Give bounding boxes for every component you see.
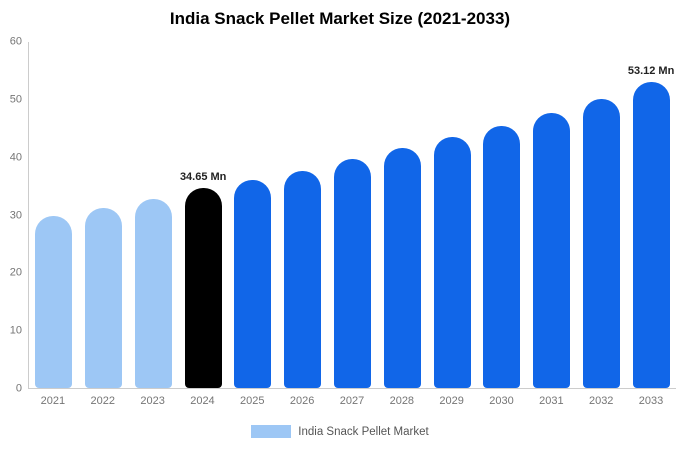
bar-2024	[184, 188, 222, 388]
x-tick-label-2024: 2024	[190, 395, 215, 407]
bar-column-2023	[129, 42, 179, 388]
bar-2022	[85, 208, 123, 388]
x-tick-label-2030: 2030	[489, 395, 514, 407]
bar-2027	[333, 158, 371, 388]
x-tick-label-2029: 2029	[439, 395, 464, 407]
bar-column-2029	[427, 42, 477, 388]
plot-area: 34.65 Mn 53.12 Mn	[28, 42, 676, 389]
x-axis: 2021 2022 2023 2024 2025 2026 2027 2028 2029 2030…	[28, 395, 676, 407]
y-axis: 0 10 20 30 40 50 60	[0, 36, 24, 394]
x-tick-label-2033: 2033	[638, 395, 664, 407]
x-tick-label-2022: 2022	[90, 395, 115, 407]
y-tick-label-40: 40	[9, 151, 22, 164]
y-tick-label-60: 60	[9, 35, 22, 48]
bar-2029	[433, 136, 471, 388]
y-tick-label-50: 50	[9, 93, 22, 106]
x-tick-label-2031: 2031	[539, 395, 564, 407]
bar-2021	[35, 216, 73, 388]
x-tick-label-2021: 2021	[40, 395, 66, 407]
bar-column-2030	[477, 42, 527, 388]
x-tick-label-2025: 2025	[240, 395, 265, 407]
x-tick-label-2027: 2027	[339, 395, 365, 407]
bar-2026	[284, 170, 322, 388]
x-tick-label-2032: 2032	[588, 395, 614, 407]
x-tick-label-2023: 2023	[140, 395, 165, 407]
bar-column-2026	[278, 42, 328, 388]
x-tick-label-2026: 2026	[289, 395, 315, 407]
bar-column-2025	[228, 42, 278, 388]
bar-column-2028	[377, 42, 427, 388]
bar-column-2032	[576, 42, 626, 388]
bar-2030	[483, 125, 521, 388]
bar-2025	[234, 179, 272, 388]
legend: India Snack Pellet Market	[0, 425, 680, 438]
bar-2033	[632, 81, 670, 388]
bar-2028	[383, 147, 421, 388]
x-tick-label-2028: 2028	[389, 395, 415, 407]
chart-title: India Snack Pellet Market Size (2021-203…	[169, 9, 511, 28]
y-tick-label-0: 0	[15, 382, 22, 395]
bar-column-2022	[79, 42, 129, 388]
bar-value-label-2033: 53.12 Mn	[627, 64, 675, 77]
bar-value-label-2024: 34.65 Mn	[179, 171, 227, 184]
bar-column-2031	[527, 42, 577, 388]
y-tick-label-10: 10	[9, 324, 22, 337]
bar-2023	[134, 198, 172, 388]
bar-2031	[533, 112, 571, 388]
y-tick-label-30: 30	[9, 209, 22, 221]
legend-swatch	[251, 425, 292, 438]
bar-column-2027	[328, 42, 378, 388]
bar-2032	[582, 98, 620, 388]
bar-column-2021	[29, 42, 79, 388]
bar-column-2033: 53.12 Mn	[626, 42, 676, 388]
legend-label: India Snack Pellet Market	[298, 425, 429, 438]
bar-column-2024: 34.65 Mn	[178, 42, 228, 388]
y-tick-label-20: 20	[9, 266, 22, 279]
